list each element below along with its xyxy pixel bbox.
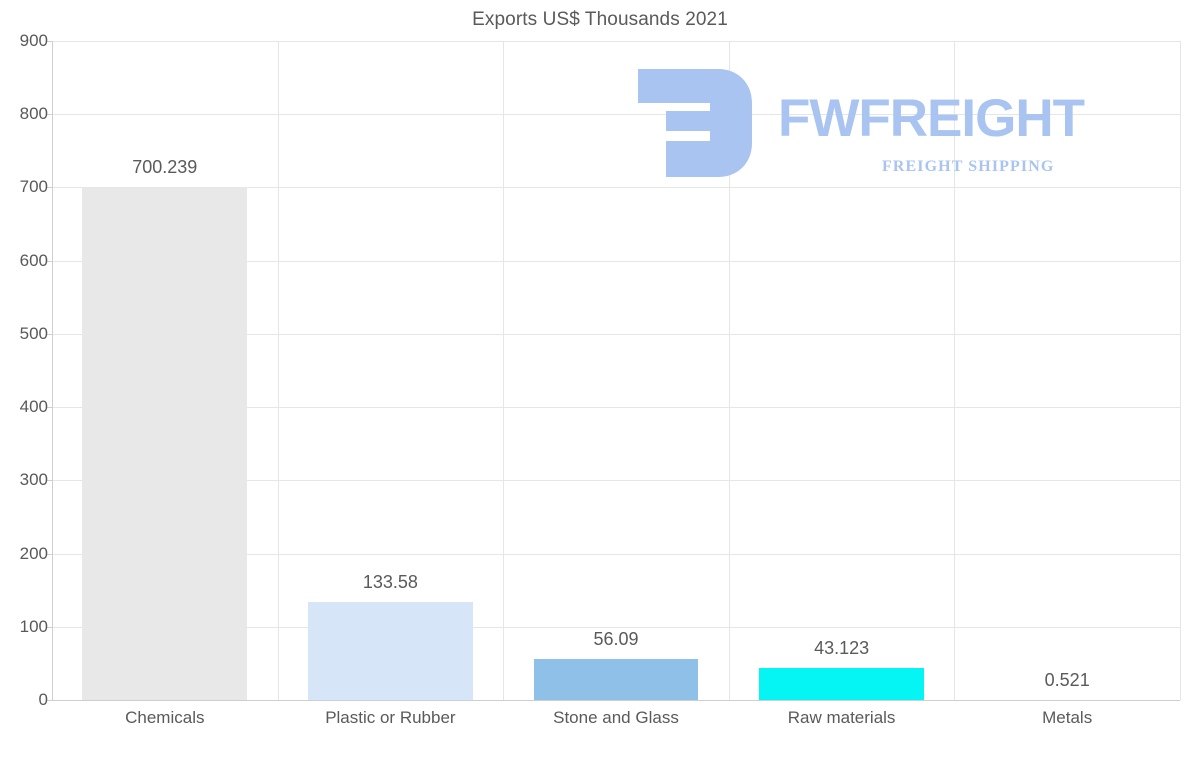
gridline-vertical [954, 41, 956, 700]
gridline-horizontal [52, 553, 1180, 555]
bar-value-label: 133.58 [362, 572, 418, 593]
y-axis-tick [46, 187, 52, 189]
y-axis-label: 200 [19, 543, 48, 563]
x-axis-label: Plastic or Rubber [325, 708, 456, 727]
x-axis-label: Metals [1042, 708, 1093, 727]
y-axis-label: 800 [19, 104, 48, 124]
gridline-horizontal [52, 260, 1180, 262]
gridline-horizontal [52, 700, 1180, 701]
y-axis-tick [46, 407, 52, 409]
bar-value-label: 43.123 [814, 638, 870, 659]
gridline-horizontal [52, 41, 1180, 42]
bar-value-label: 700.239 [132, 157, 198, 178]
bar[interactable] [533, 658, 699, 700]
y-axis-label: 400 [19, 397, 48, 417]
y-axis-tick [46, 626, 52, 628]
gridline-horizontal [52, 626, 1180, 628]
x-axis-label: Stone and Glass [553, 708, 679, 727]
bar[interactable] [82, 187, 248, 700]
gridline-vertical [277, 41, 279, 700]
gridline-vertical [503, 41, 505, 700]
plot-area: 700.239 133.58 56.09 43.123 0.521 [46, 41, 1181, 701]
y-axis-label: 600 [19, 250, 48, 270]
bar[interactable] [759, 668, 924, 700]
y-axis-label: 500 [19, 323, 48, 343]
gridline-horizontal [52, 333, 1180, 335]
gridline-horizontal [52, 407, 1180, 409]
y-axis-tick [46, 260, 52, 262]
y-axis-tick [46, 41, 52, 42]
gridline-horizontal [52, 114, 1180, 116]
gridline-vertical [1180, 41, 1181, 700]
x-axis-label: Chemicals [125, 708, 205, 727]
y-axis-tick [46, 114, 52, 116]
gridline-vertical [52, 41, 53, 700]
x-axis-label: Raw materials [787, 708, 896, 727]
y-axis-label: 700 [19, 177, 48, 197]
gridline-vertical [728, 41, 730, 700]
y-axis-label: 300 [19, 470, 48, 490]
y-axis-tick [46, 333, 52, 335]
y-axis-label: 100 [19, 616, 48, 636]
y-axis-tick [46, 553, 52, 555]
bar[interactable] [308, 602, 473, 700]
gridline-horizontal [52, 480, 1180, 482]
gridline-horizontal [52, 187, 1180, 189]
y-axis-tick [46, 480, 52, 482]
bar-value-label: 56.09 [593, 628, 639, 649]
y-axis-label: 0 [38, 690, 48, 709]
bar-value-label: 0.521 [1044, 669, 1090, 690]
y-axis-label: 900 [19, 31, 48, 50]
chart-title: Exports US$ Thousands 2021 [472, 9, 728, 30]
y-axis-tick [46, 700, 52, 701]
